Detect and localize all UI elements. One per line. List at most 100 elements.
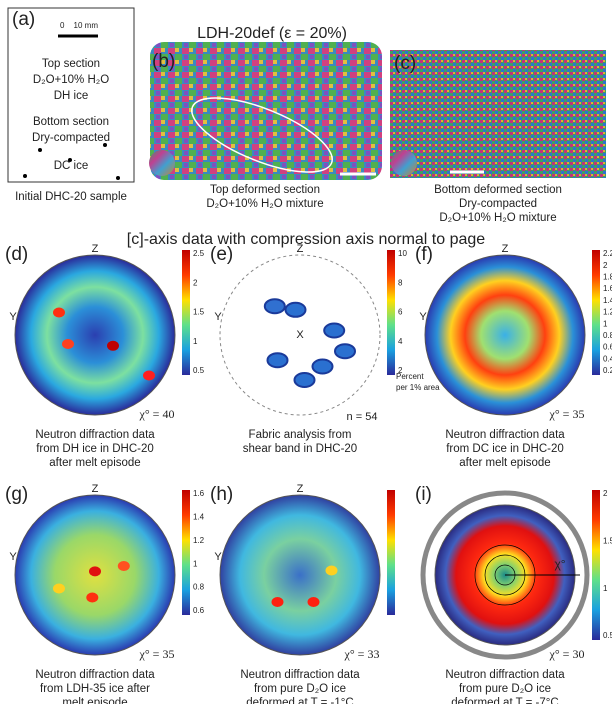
colorbar-tick-label: 1.4: [603, 296, 612, 305]
caption: from pure D₂O ice: [254, 683, 346, 695]
sample-text: Top section: [42, 58, 100, 70]
axis-label: Z: [297, 483, 304, 495]
caption: Neutron diffraction data: [240, 669, 360, 681]
sample-text: D₂O+10% H₂O: [33, 74, 109, 86]
colorbar-tick-label: 1.6: [193, 489, 205, 498]
caption: shear band in DHC-20: [243, 443, 357, 455]
caption: Top deformed section: [210, 184, 320, 196]
colorbar-tick-label: 6: [398, 308, 403, 317]
panel-label: (d): [5, 244, 28, 265]
caption: from DC ice in DHC-20: [446, 443, 564, 455]
colorbar-tick-label: 1.2: [193, 536, 205, 545]
axis-label: Y: [9, 551, 17, 563]
colorbar: [592, 250, 600, 375]
colorbar-note: per 1% area: [396, 383, 440, 392]
axis-label: Z: [502, 243, 509, 255]
colorbar-tick-label: 1: [193, 337, 198, 346]
caption: from DH ice in DHC-20: [36, 443, 154, 455]
caption: Fabric analysis from: [249, 429, 352, 441]
caption: Neutron diffraction data: [35, 669, 155, 681]
figure: LDH-20def (ε = 20%)[c]-axis data with co…: [0, 0, 612, 704]
maximum: [268, 353, 288, 367]
colorbar-note: Percent: [396, 372, 424, 381]
colorbar: [387, 250, 395, 375]
maximum: [308, 597, 320, 607]
scale-end: 10 mm: [74, 21, 99, 30]
caption: deformed at T = -1°C: [246, 697, 353, 704]
caption: Dry-compacted: [459, 198, 537, 210]
chi-label: χ° = 33: [344, 647, 380, 661]
colorbar-tick-label: 1.5: [193, 308, 205, 317]
colorbar-tick-label: 2: [603, 489, 608, 498]
colorbar-tick-label: 1: [603, 319, 608, 328]
chi-label: χ° = 35: [549, 407, 585, 421]
caption: from pure D₂O ice: [459, 683, 551, 695]
maximum: [143, 371, 155, 381]
dot: [116, 176, 120, 180]
panel-label: (b): [152, 51, 175, 72]
maximum: [86, 593, 98, 603]
panel-label: (g): [5, 484, 28, 505]
colorbar-tick-label: 2: [603, 261, 608, 270]
colorbar-tick-label: 1.2: [603, 308, 612, 317]
colorbar-tick-label: 1.4: [193, 513, 205, 522]
axis-label: Y: [419, 311, 427, 323]
ebsd-map-top: [150, 42, 382, 180]
pole-figure: [425, 255, 585, 415]
colorbar-tick-label: 0.5: [603, 631, 612, 640]
colorbar-tick-label: 1.6: [603, 284, 612, 293]
axis-label: Y: [9, 311, 17, 323]
pole-figure: [15, 255, 175, 415]
colorbar-tick-label: 8: [398, 278, 403, 287]
maximum: [53, 584, 65, 594]
maximum: [295, 373, 315, 387]
caption: Neutron diffraction data: [445, 429, 565, 441]
maximum: [313, 360, 333, 374]
panel-label: (e): [210, 244, 233, 265]
axis-label: Y: [214, 311, 222, 323]
colorbar-tick-label: 0.8: [193, 583, 205, 592]
caption: melt episode: [62, 697, 127, 704]
colorbar-tick-label: 1: [603, 584, 608, 593]
maximum: [107, 341, 119, 351]
colorbar-tick-label: 0.2: [603, 366, 612, 375]
caption: from LDH-35 ice after: [40, 683, 150, 695]
title: LDH-20def (ε = 20%): [197, 25, 347, 42]
colorbar: [592, 490, 600, 640]
colorbar: [182, 250, 190, 375]
caption: Neutron diffraction data: [445, 669, 565, 681]
maximum: [286, 303, 306, 317]
ebsd-map-bottom: [390, 50, 606, 178]
caption: Initial DHC-20 sample: [15, 191, 127, 203]
panel-label: (c): [394, 53, 416, 74]
caption: after melt episode: [459, 457, 550, 469]
colorbar-tick-label: 1: [193, 559, 198, 568]
panel-label: (h): [210, 484, 233, 505]
panel-label: (i): [415, 484, 432, 505]
colorbar-tick-label: 1.5: [603, 536, 612, 545]
maximum: [62, 339, 74, 349]
colorbar-tick-label: 0.6: [193, 606, 205, 615]
axis-label: Z: [92, 243, 99, 255]
maximum: [265, 299, 285, 313]
caption: deformed at T = -7°C: [451, 697, 558, 704]
colorbar: [182, 490, 190, 615]
colorbar-tick-label: 4: [398, 337, 403, 346]
dot: [23, 174, 27, 178]
colorbar-tick-label: 0.6: [603, 343, 612, 352]
maximum: [272, 597, 284, 607]
chi-label: χ° = 40: [139, 407, 175, 421]
colorbar-tick-label: 1.8: [603, 273, 612, 282]
sample-text: Bottom section: [33, 116, 109, 128]
caption: after melt episode: [49, 457, 140, 469]
maximum: [89, 566, 101, 576]
maximum: [326, 566, 338, 576]
maximum: [118, 561, 130, 571]
color-key: [391, 150, 417, 176]
sample-text: Dry-compacted: [32, 132, 110, 144]
chi-label: χ° = 35: [139, 647, 175, 661]
axis-label: Z: [92, 483, 99, 495]
colorbar-tick-label: 2.2: [603, 249, 612, 258]
colorbar: [387, 490, 395, 615]
color-key: [149, 150, 175, 176]
